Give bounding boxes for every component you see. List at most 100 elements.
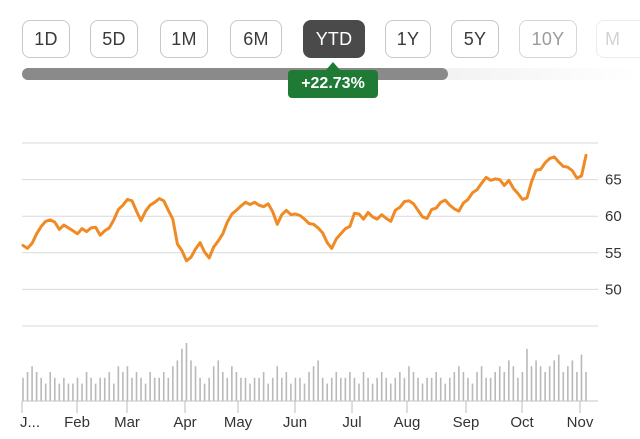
- volume-bar: [158, 378, 160, 401]
- volume-bar: [567, 366, 569, 401]
- x-tick-label: Oct: [510, 414, 534, 431]
- volume-bar: [22, 378, 24, 401]
- volume-bar: [45, 384, 47, 401]
- volume-bar: [499, 366, 501, 401]
- volume-bar: [295, 378, 297, 401]
- x-axis-ticks: J... Feb Mar Apr May Jun Jul Aug Sep Oct Nov: [20, 414, 594, 431]
- volume-bar: [49, 372, 51, 401]
- volume-bar: [585, 372, 587, 401]
- chart-grid: [22, 143, 598, 326]
- volume-bar: [422, 384, 424, 401]
- x-tick-label: Jun: [283, 414, 307, 431]
- volume-bar: [140, 378, 142, 401]
- y-tick-label: 65: [605, 172, 622, 189]
- volume-bar: [531, 366, 533, 401]
- volume-bar: [404, 378, 406, 401]
- volume-bar: [390, 384, 392, 401]
- volume-bar: [381, 372, 383, 401]
- volume-bar: [485, 378, 487, 401]
- volume-bar: [68, 384, 70, 401]
- volume-bar: [435, 372, 437, 401]
- volume-bar: [558, 355, 560, 401]
- volume-bar: [440, 378, 442, 401]
- volume-bar: [331, 378, 333, 401]
- volume-bar: [526, 349, 528, 401]
- volume-bar: [204, 384, 206, 401]
- volume-bar: [81, 384, 83, 401]
- volume-bar: [322, 378, 324, 401]
- volume-bar: [122, 372, 124, 401]
- volume-bar: [40, 378, 42, 401]
- volume-bar: [127, 366, 129, 401]
- volume-bar: [576, 372, 578, 401]
- price-line: [23, 155, 586, 261]
- volume-bar: [354, 378, 356, 401]
- volume-bar: [217, 360, 219, 401]
- volume-bar: [395, 378, 397, 401]
- volume-bar: [154, 378, 156, 401]
- volume-bar: [522, 372, 524, 401]
- volume-bar: [276, 366, 278, 401]
- volume-bar: [549, 366, 551, 401]
- volume-bar: [167, 378, 169, 401]
- volume-bar: [136, 372, 138, 401]
- y-tick-label: 50: [605, 281, 622, 298]
- volume-bar: [181, 349, 183, 401]
- volume-bar: [544, 372, 546, 401]
- volume-bar: [31, 366, 33, 401]
- volume-bar: [118, 366, 120, 401]
- volume-bar: [258, 378, 260, 401]
- volume-bar: [335, 372, 337, 401]
- volume-bar: [363, 372, 365, 401]
- volume-bar: [272, 378, 274, 401]
- volume-bar: [562, 372, 564, 401]
- volume-bar: [540, 366, 542, 401]
- volume-bar: [581, 355, 583, 401]
- volume-bar: [213, 366, 215, 401]
- x-tick-label: Apr: [173, 414, 196, 431]
- volume-bar: [535, 360, 537, 401]
- volume-bar: [190, 360, 192, 401]
- volume-bar: [72, 384, 74, 401]
- volume-bar: [376, 378, 378, 401]
- volume-bar: [358, 384, 360, 401]
- volume-bar: [236, 372, 238, 401]
- volume-bar: [417, 378, 419, 401]
- volume-bar: [340, 378, 342, 401]
- x-tick-label: Mar: [114, 414, 140, 431]
- volume-bar: [149, 372, 151, 401]
- y-tick-label: 55: [605, 245, 622, 262]
- volume-bar: [59, 384, 61, 401]
- volume-bar: [104, 378, 106, 401]
- volume-bar: [267, 384, 269, 401]
- volume-bar: [508, 360, 510, 401]
- volume-bar: [172, 366, 174, 401]
- volume-bar: [263, 372, 265, 401]
- volume-bar: [299, 378, 301, 401]
- volume-bar: [86, 372, 88, 401]
- volume-bar: [490, 378, 492, 401]
- volume-bar: [222, 372, 224, 401]
- volume-bar: [408, 366, 410, 401]
- x-tick-label: J...: [20, 414, 40, 431]
- volume-bar: [281, 378, 283, 401]
- volume-bar: [177, 360, 179, 401]
- volume-bar: [385, 378, 387, 401]
- x-axis-tick-marks: [22, 401, 580, 413]
- volume-bar: [108, 372, 110, 401]
- volume-bar: [426, 378, 428, 401]
- volume-bar: [476, 372, 478, 401]
- volume-bar: [313, 366, 315, 401]
- volume-bar: [99, 378, 101, 401]
- volume-bar: [572, 360, 574, 401]
- volume-bar: [494, 372, 496, 401]
- volume-bar: [95, 384, 97, 401]
- volume-bar: [231, 366, 233, 401]
- y-tick-label: 60: [605, 208, 622, 225]
- volume-bar: [449, 378, 451, 401]
- volume-bar: [249, 384, 251, 401]
- volume-bar: [304, 384, 306, 401]
- volume-bar: [431, 378, 433, 401]
- volume-bar: [208, 378, 210, 401]
